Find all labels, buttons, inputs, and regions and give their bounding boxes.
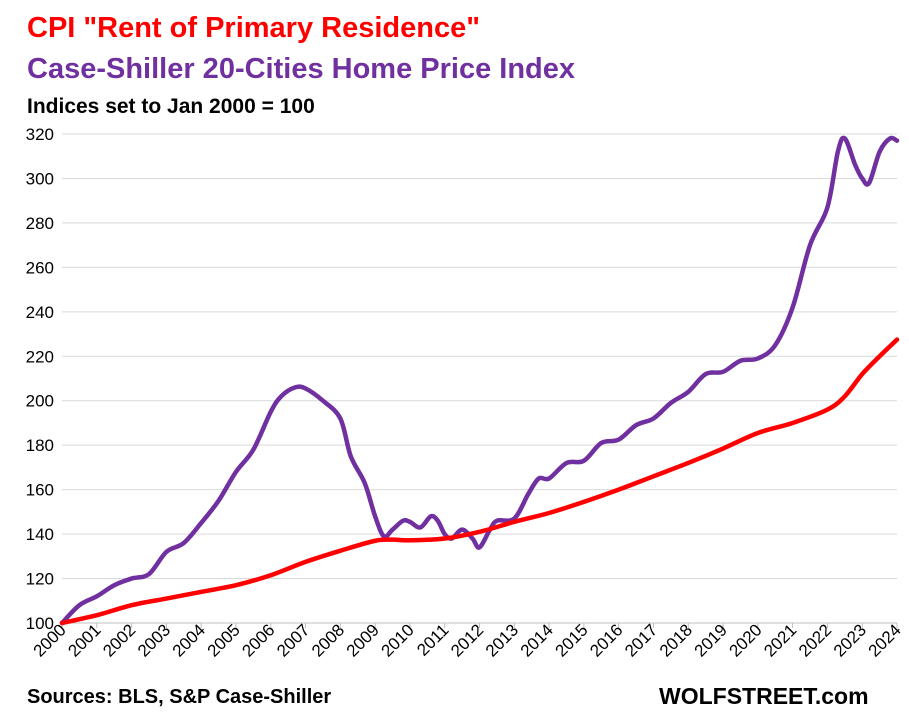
- x-tick-label: 2013: [482, 620, 522, 660]
- y-tick-label: 320: [26, 125, 54, 144]
- x-tick-label: 2014: [517, 620, 557, 660]
- y-tick-label: 180: [26, 436, 54, 455]
- x-tick-label: 2008: [308, 620, 348, 660]
- series-line-case-shiller: [59, 135, 900, 626]
- y-tick-label: 200: [26, 392, 54, 411]
- x-tick-label: 2022: [795, 620, 835, 660]
- chart-title: CPI "Rent of Primary Residence": [27, 12, 480, 44]
- y-tick-label: 280: [26, 214, 54, 233]
- y-tick-label: 100: [26, 614, 54, 633]
- x-tick-label: 2024: [865, 620, 905, 660]
- y-tick-label: 260: [26, 258, 54, 277]
- x-tick-label: 2009: [343, 620, 383, 660]
- y-tick-label: 120: [26, 570, 54, 589]
- y-tick-label: 240: [26, 303, 54, 322]
- x-tick-label: 2018: [656, 620, 696, 660]
- x-tick-label: 2021: [760, 620, 800, 660]
- x-tick-label: 2023: [830, 620, 870, 660]
- x-tick-label: 2006: [238, 620, 278, 660]
- x-tick-label: 2007: [273, 620, 313, 660]
- x-tick-label: 2015: [552, 620, 592, 660]
- y-tick-label: 220: [26, 347, 54, 366]
- series-line-rent-cpi: [59, 337, 900, 626]
- source-note: Sources: BLS, S&P Case-Shiller: [27, 686, 332, 708]
- x-tick-label: 2005: [204, 620, 244, 660]
- x-tick-label: 2017: [621, 620, 661, 660]
- x-tick-label: 2012: [447, 620, 487, 660]
- y-tick-label: 300: [26, 169, 54, 188]
- y-tick-label: 140: [26, 525, 54, 544]
- y-tick-label: 160: [26, 481, 54, 500]
- x-tick-label: 2019: [691, 620, 731, 660]
- brand-label: WOLFSTREET.com: [659, 683, 869, 709]
- x-tick-label: 2004: [169, 620, 209, 660]
- x-tick-label: 2002: [99, 620, 139, 660]
- x-tick-label: 2020: [725, 620, 765, 660]
- x-tick-label: 2011: [413, 620, 452, 659]
- x-tick-label: 2003: [134, 620, 174, 660]
- x-tick-label: 2010: [378, 620, 418, 660]
- chart-subtitle: Case-Shiller 20-Cities Home Price Index: [27, 53, 575, 85]
- x-tick-label: 2001: [64, 620, 104, 660]
- x-tick-label: 2016: [586, 620, 626, 660]
- chart-note: Indices set to Jan 2000 = 100: [27, 95, 315, 118]
